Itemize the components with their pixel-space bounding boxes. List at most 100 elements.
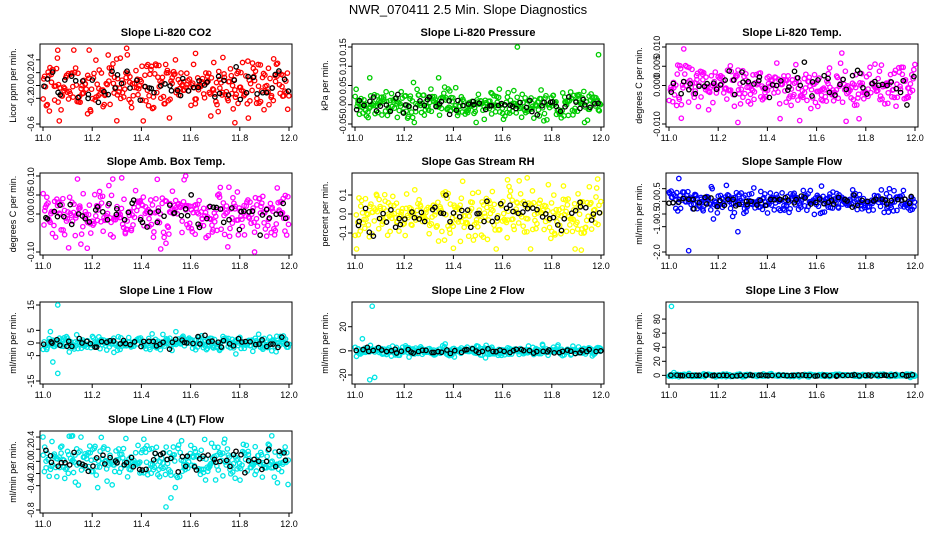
data-point xyxy=(384,112,391,119)
data-point xyxy=(539,210,545,217)
reference-point xyxy=(174,87,181,94)
data-point xyxy=(107,452,113,459)
reference-point xyxy=(777,77,784,84)
data-point xyxy=(267,75,273,82)
data-point xyxy=(150,94,157,100)
data-point xyxy=(802,85,809,91)
data-point xyxy=(815,203,822,210)
reference-point xyxy=(862,372,869,379)
y-tick-label: 0.000 xyxy=(652,74,662,97)
data-point xyxy=(692,88,699,94)
reference-point xyxy=(48,459,55,466)
reference-point xyxy=(49,340,55,346)
data-point xyxy=(237,477,243,483)
reference-point xyxy=(748,198,754,205)
data-point xyxy=(120,445,127,452)
data-point xyxy=(135,442,141,449)
data-point xyxy=(428,86,434,92)
reference-point xyxy=(184,340,190,346)
reference-point xyxy=(247,338,254,345)
reference-point xyxy=(152,450,158,457)
data-point xyxy=(563,208,569,215)
reference-point xyxy=(113,211,120,218)
data-point xyxy=(705,106,712,113)
data-point xyxy=(527,246,534,252)
data-point xyxy=(472,108,479,115)
data-point xyxy=(751,96,757,103)
reference-point xyxy=(745,78,752,85)
data-point xyxy=(785,73,791,79)
reference-point xyxy=(137,97,144,104)
reference-point xyxy=(154,219,161,226)
data-point xyxy=(767,190,774,196)
data-point xyxy=(44,101,51,108)
reference-point xyxy=(195,84,202,91)
data-point xyxy=(148,221,155,228)
data-point xyxy=(202,477,209,483)
data-point xyxy=(550,192,557,198)
reference-point xyxy=(57,342,63,349)
data-point xyxy=(771,207,778,213)
reference-point xyxy=(150,456,157,463)
data-point xyxy=(431,93,438,100)
reference-point xyxy=(205,452,211,458)
data-point xyxy=(909,87,916,94)
data-point xyxy=(154,176,161,183)
data-point xyxy=(452,84,459,91)
data-point xyxy=(441,237,448,244)
reference-point xyxy=(450,210,457,216)
data-point xyxy=(518,114,525,121)
data-point xyxy=(100,228,107,235)
data-point xyxy=(681,71,688,77)
reference-point xyxy=(490,348,496,355)
reference-point xyxy=(162,81,168,87)
data-point xyxy=(596,107,603,114)
data-point xyxy=(491,201,498,208)
reference-point xyxy=(696,372,703,379)
reference-point xyxy=(680,195,686,202)
reference-point xyxy=(471,101,477,108)
data-point xyxy=(806,74,813,81)
reference-point xyxy=(410,350,417,356)
data-point xyxy=(449,94,456,101)
data-point xyxy=(279,83,285,90)
reference-point xyxy=(276,68,282,74)
data-point xyxy=(472,232,479,239)
y-axis-label: ml/min per min. xyxy=(634,312,644,374)
y-tick-label: -0.10 xyxy=(26,242,36,263)
reference-point xyxy=(586,346,593,353)
data-point xyxy=(773,60,780,66)
reference-point xyxy=(549,99,556,105)
y-tick-label: 0.005 xyxy=(652,55,662,78)
y-axis-label: ml/min per min. xyxy=(634,183,644,245)
data-point xyxy=(352,232,359,239)
data-point xyxy=(808,86,815,93)
plot-frame xyxy=(351,301,605,385)
data-point xyxy=(156,62,162,69)
y-tick-label: -0.5 xyxy=(652,206,662,222)
reference-point xyxy=(756,74,763,80)
data-point xyxy=(208,335,215,342)
reference-point xyxy=(82,215,89,222)
reference-point xyxy=(168,87,175,94)
data-point xyxy=(204,468,211,475)
reference-point xyxy=(883,201,890,207)
data-point xyxy=(78,241,84,247)
data-point xyxy=(145,102,152,109)
data-point xyxy=(47,328,54,335)
data-point xyxy=(145,335,152,342)
reference-point xyxy=(854,202,861,209)
reference-point xyxy=(443,192,449,198)
data-point xyxy=(380,218,386,225)
reference-point xyxy=(90,463,96,470)
reference-point xyxy=(670,199,676,206)
reference-point xyxy=(559,348,566,355)
data-point xyxy=(673,189,680,196)
data-point xyxy=(435,238,442,244)
x-tick-label: 11.4 xyxy=(445,390,462,400)
reference-point xyxy=(675,199,682,205)
y-tick-label: 0.0 xyxy=(26,79,36,92)
reference-point xyxy=(806,372,813,379)
y-tick-label: -0.8 xyxy=(26,502,36,518)
reference-point xyxy=(212,94,218,100)
